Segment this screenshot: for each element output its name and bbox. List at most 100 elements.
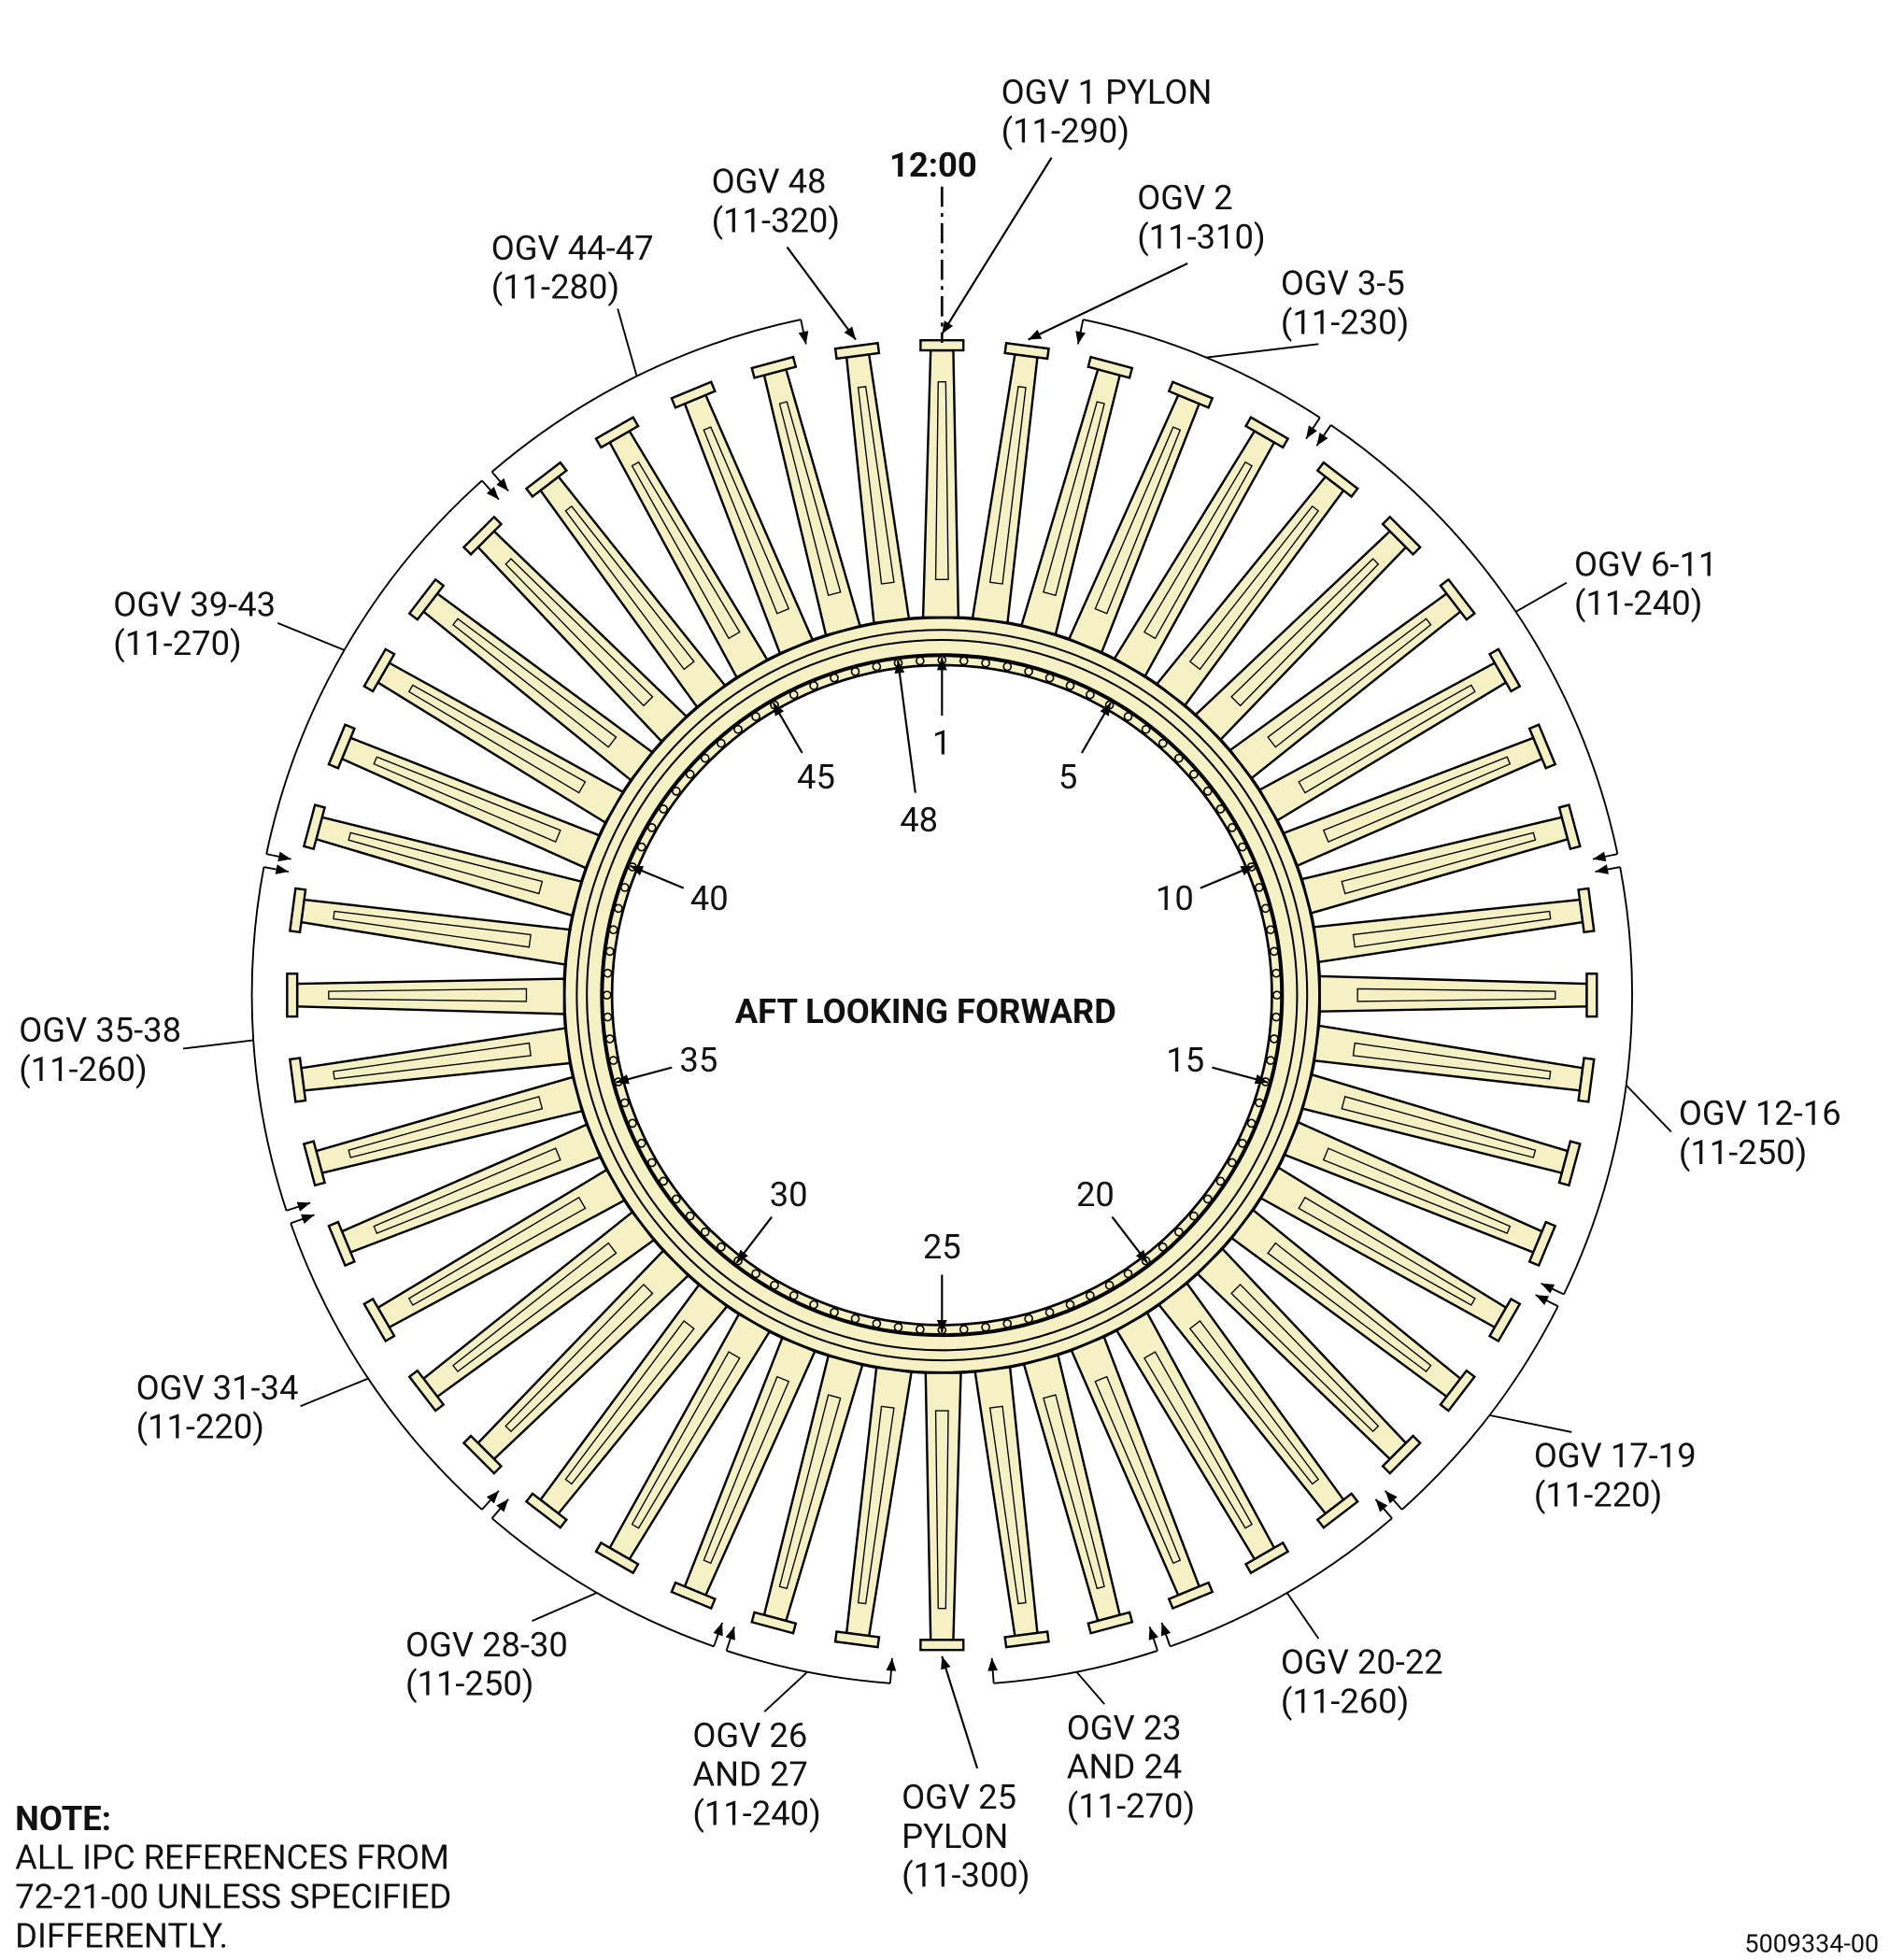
- bracket: [490, 319, 802, 473]
- vane-slot: [1298, 1196, 1476, 1306]
- group-label: OGV 28-30: [405, 1625, 568, 1665]
- bolt: [659, 1176, 669, 1186]
- leader: [617, 308, 638, 376]
- vane: [1115, 1311, 1290, 1575]
- vane-platform: [1087, 355, 1134, 379]
- leader: [277, 621, 345, 651]
- vane-slot: [452, 1242, 618, 1372]
- vane-platform: [1167, 380, 1214, 409]
- vane-slot: [1188, 504, 1320, 671]
- group-label: (11-270): [1067, 1785, 1195, 1825]
- position-number: 20: [1076, 1174, 1115, 1214]
- annotations: OGV 1 PYLON(11-290)OGV 2(11-310)OGV 3-5(…: [19, 72, 1840, 1896]
- vane-platform: [1487, 647, 1522, 693]
- group-label: (11-270): [113, 623, 241, 663]
- vanes: [286, 339, 1598, 1652]
- vane-slot: [1143, 461, 1253, 640]
- vane-body: [845, 1366, 913, 1638]
- vane-body: [924, 1371, 962, 1641]
- position-arrow: [772, 702, 803, 754]
- bracket: [1401, 1305, 1559, 1511]
- vane-slot: [934, 1410, 949, 1610]
- position-arrow: [894, 660, 916, 793]
- bolt: [1271, 1012, 1281, 1022]
- vane: [750, 1354, 864, 1635]
- vane: [524, 461, 727, 709]
- bolt: [602, 990, 612, 1001]
- bolt: [1086, 689, 1095, 700]
- bolt: [1158, 1242, 1168, 1252]
- vane-body: [1313, 1024, 1584, 1092]
- vane-slot: [1322, 756, 1512, 844]
- group-label: (11-250): [1679, 1132, 1807, 1172]
- vane-body: [973, 1366, 1039, 1638]
- bolt: [788, 1290, 799, 1300]
- bolt: [830, 673, 839, 683]
- vane-platform: [1527, 723, 1557, 770]
- vane-platform: [833, 1630, 881, 1649]
- ring-line: [600, 653, 1285, 1338]
- bracket-arrow: [286, 1201, 311, 1212]
- position-number: 40: [690, 878, 729, 918]
- vane-slot: [407, 1196, 587, 1306]
- vane-slot: [504, 1284, 654, 1433]
- vane: [302, 1075, 584, 1187]
- position-number: 45: [797, 757, 835, 797]
- position-number: 1: [932, 723, 951, 763]
- bracket-arrow: [481, 1490, 500, 1511]
- position-arrow: [1212, 1066, 1269, 1085]
- vane: [288, 1027, 572, 1103]
- bracket-arrow: [1385, 1490, 1403, 1511]
- group-label: OGV 17-19: [1534, 1436, 1697, 1476]
- vane-platform: [1243, 416, 1290, 449]
- bolt: [1189, 769, 1199, 779]
- vane-platform: [1381, 515, 1422, 557]
- vane-body: [921, 348, 960, 618]
- vane-platform: [1439, 577, 1477, 621]
- vane-slot: [348, 831, 544, 895]
- vane-body: [845, 352, 911, 625]
- bolt: [733, 724, 743, 734]
- vane-slot: [564, 1320, 695, 1485]
- group-label: (11-220): [1534, 1474, 1662, 1514]
- leader: [763, 1670, 808, 1712]
- bolt: [646, 823, 657, 832]
- group-label: OGV 20-22: [1281, 1642, 1443, 1683]
- position-number: 30: [770, 1174, 808, 1214]
- bolt: [893, 1322, 903, 1332]
- ring-line: [586, 639, 1299, 1352]
- bolt: [659, 804, 669, 814]
- vane: [1257, 647, 1522, 822]
- vane-platform: [302, 1140, 327, 1187]
- bolt: [1272, 990, 1282, 1001]
- bolt: [1086, 1290, 1095, 1300]
- vane: [1229, 1208, 1477, 1413]
- bolt: [1123, 712, 1133, 721]
- vane: [594, 416, 769, 679]
- leader: [1626, 1084, 1672, 1133]
- bolt: [1065, 681, 1075, 690]
- vane: [1196, 1247, 1422, 1475]
- bolt: [1260, 903, 1271, 914]
- vane-platform: [1439, 1369, 1477, 1413]
- vane-platform: [1557, 1140, 1582, 1187]
- vane-slot: [988, 1405, 1027, 1605]
- position-number: 15: [1166, 1040, 1204, 1080]
- vane: [407, 577, 654, 782]
- group-label: OGV 12-16: [1679, 1093, 1841, 1133]
- group-label: (11-260): [19, 1049, 147, 1089]
- bracket-arrow: [798, 319, 809, 345]
- vane-platform: [407, 577, 446, 621]
- bolt: [1215, 804, 1226, 814]
- group-label: OGV 1 PYLON: [1001, 72, 1213, 112]
- leader: [1489, 1413, 1572, 1433]
- vane: [407, 1210, 656, 1413]
- vane: [362, 647, 625, 825]
- bolt: [604, 1034, 615, 1044]
- group-label: (11-310): [1137, 217, 1265, 257]
- vane: [670, 1336, 817, 1611]
- group-label: OGV 23: [1067, 1708, 1182, 1748]
- ring-line: [575, 629, 1309, 1362]
- vane-slot: [1298, 684, 1476, 794]
- bolt: [788, 689, 799, 700]
